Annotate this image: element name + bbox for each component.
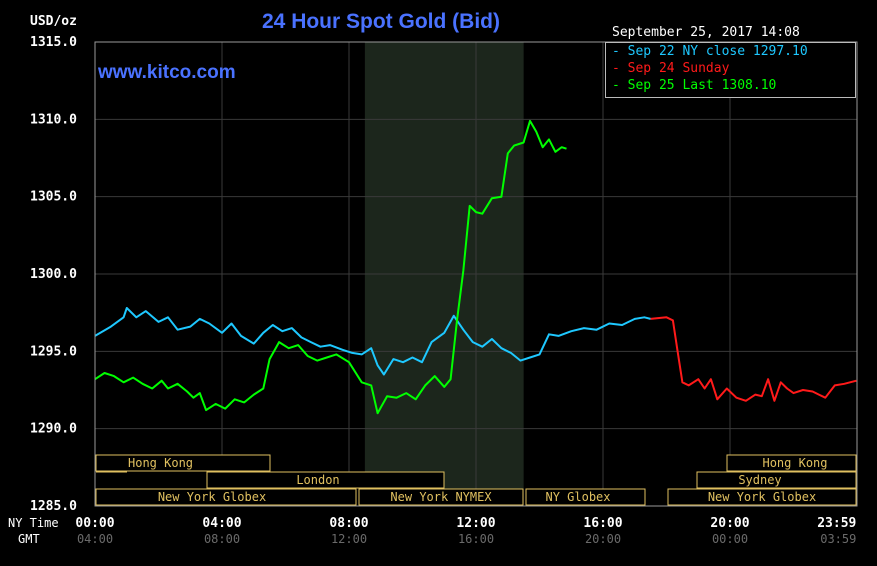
- legend-item-ny-close: - Sep 22 NY close 1297.10: [612, 44, 808, 59]
- y-tick-label: 1300.0: [30, 267, 77, 282]
- series-line-0: [94, 307, 651, 376]
- x-tick-label-ny: 16:00: [583, 516, 622, 531]
- x-tick-label-gmt: 04:00: [77, 532, 113, 546]
- session-box: [696, 471, 857, 489]
- x-tick-label-gmt: 12:00: [331, 532, 367, 546]
- market-sessions: Hong Kong London New York Globex New York N…: [95, 454, 857, 506]
- session-box: [95, 454, 271, 472]
- y-tick-label: 1295.0: [30, 344, 77, 359]
- chart-title: 24 Hour Spot Gold (Bid): [262, 10, 500, 33]
- session-box: [95, 488, 357, 506]
- timestamp: September 25, 2017 14:08: [612, 25, 800, 40]
- x-tick-label-gmt: 08:00: [204, 532, 240, 546]
- y-tick-label: 1305.0: [30, 190, 77, 205]
- y-tick-label: 1285.0: [30, 499, 77, 514]
- unit-label: USD/oz: [30, 14, 77, 29]
- ny-time-label: NY Time: [8, 516, 59, 530]
- legend-item-sunday: - Sep 24 Sunday: [612, 61, 730, 76]
- x-tick-label-gmt: 16:00: [458, 532, 494, 546]
- session-label: New York Globex: [158, 490, 266, 504]
- x-tick-label-ny: 20:00: [710, 516, 749, 531]
- series-line-1: [650, 316, 857, 402]
- legend: - Sep 22 NY close 1297.10 - Sep 24 Sunda…: [605, 42, 856, 98]
- session-label: New York NYMEX: [390, 490, 492, 504]
- x-tick-label-gmt: 03:59: [820, 532, 856, 546]
- session-label: London: [296, 473, 339, 487]
- price-lines: [94, 119, 857, 415]
- x-tick-label-gmt: 20:00: [585, 532, 621, 546]
- y-axis-labels: 1315.0 1310.0 1305.0 1300.0 1295.0 1290.0 1285…: [30, 35, 77, 514]
- website-link[interactable]: www.kitco.com: [98, 62, 236, 83]
- session-box: [726, 454, 857, 472]
- x-tick-label-ny: 08:00: [329, 516, 368, 531]
- session-box: [667, 488, 857, 506]
- session-box: [358, 488, 524, 506]
- x-axis-labels: 00:00 04:00 08:00 12:00 16:00 20:00 23:5904:00…: [75, 516, 856, 546]
- series-line-2: [94, 119, 567, 415]
- session-box: [206, 471, 445, 489]
- session-box: [525, 488, 646, 506]
- session-label: NY Globex: [545, 490, 610, 504]
- session-label: New York Globex: [708, 490, 816, 504]
- x-tick-label-ny: 12:00: [456, 516, 495, 531]
- x-tick-label-ny: 23:59: [817, 516, 856, 531]
- gmt-label: GMT: [18, 532, 40, 546]
- legend-item-last: - Sep 25 Last 1308.10: [612, 78, 777, 93]
- session-label: Hong Kong: [128, 456, 193, 470]
- plot-border: [94, 41, 858, 507]
- y-tick-label: 1310.0: [30, 112, 77, 127]
- y-tick-label: 1315.0: [30, 35, 77, 50]
- session-label: Sydney: [738, 473, 781, 487]
- x-tick-label-ny: 00:00: [75, 516, 114, 531]
- session-label: Hong Kong: [762, 456, 827, 470]
- x-tick-label-ny: 04:00: [202, 516, 241, 531]
- y-tick-label: 1290.0: [30, 422, 77, 437]
- x-tick-label-gmt: 00:00: [712, 532, 748, 546]
